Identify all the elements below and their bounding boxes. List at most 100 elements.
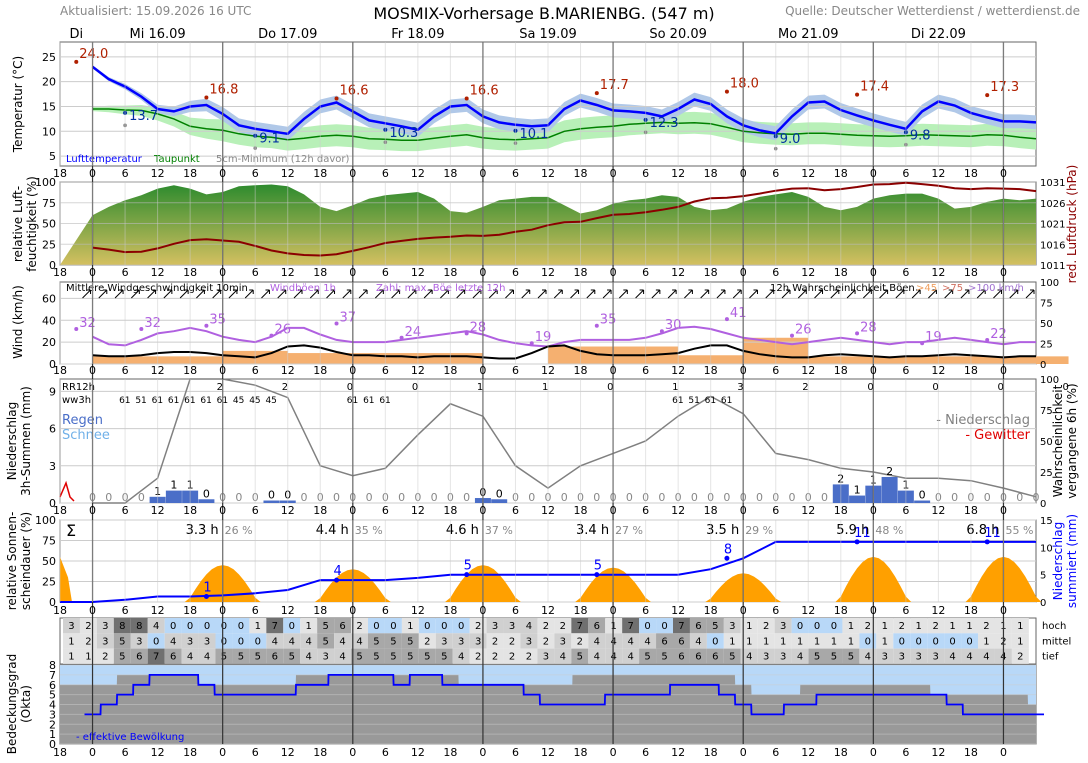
hour-tick-label: 18 [443, 364, 457, 377]
wind-direction-arrow [391, 289, 401, 299]
cloud-layer-value: 3 [882, 652, 888, 663]
cloud-layer-value: 2 [492, 636, 498, 647]
cloud-layer-value: 8 [136, 621, 142, 632]
cloud-layer-cell [384, 633, 402, 649]
hour-tick-label: 0 [1000, 504, 1007, 517]
hour-tick-label: 18 [443, 604, 457, 617]
mean-wind-line [92, 344, 1036, 360]
cloud-layer-value: 1 [68, 652, 74, 663]
y-tick-label: 7 [49, 669, 56, 682]
cloud-layer-value: 4 [526, 621, 532, 632]
wind-direction-arrow [423, 289, 433, 299]
ww3h-code: 61 [363, 396, 374, 406]
day-label: Mo 21.09 [778, 27, 839, 42]
cloud-layer-value: 3 [204, 636, 210, 647]
hour-tick-label: 0 [89, 266, 96, 279]
rr12h-value: 0 [347, 382, 353, 393]
cloud-layer-cell [961, 618, 978, 634]
y-axis-label: relative Luft- [11, 186, 25, 262]
cloud-layer-cell [198, 648, 216, 664]
cloud-layer-value: 6 [678, 636, 684, 647]
cloud-layer-cell [334, 633, 352, 649]
cloud-layer-value: 4 [644, 636, 650, 647]
wind-direction-arrow [635, 289, 645, 299]
precip-sum-point [984, 539, 990, 545]
cloud-layer-cell [588, 633, 606, 649]
cloud-layer-value: 4 [627, 636, 633, 647]
hour-tick-label: 6 [382, 167, 389, 180]
gust-max-point [790, 333, 794, 338]
min-label: 10.3 [389, 126, 418, 141]
hour-tick-label: 0 [740, 167, 747, 180]
max-label: 16.8 [209, 83, 238, 98]
hour-tick-label: 0 [1000, 167, 1007, 180]
cloud-layer-value: 5 [729, 652, 735, 663]
wind-direction-arrow [862, 289, 872, 299]
cloud-layer-value: 2 [932, 621, 938, 632]
y-tick-label: 6 [49, 423, 56, 436]
cloud-layer-value: 0 [390, 621, 396, 632]
wind-direction-arrow [309, 289, 319, 299]
cloud-layer-cell [774, 633, 792, 649]
cloud-layer-value: 2 [102, 652, 108, 663]
cloud-layer-value: 4 [272, 636, 278, 647]
precip-value-label: 0 [496, 487, 503, 500]
cloud-layer-value: 0 [238, 636, 244, 647]
hour-tick-label: 0 [1000, 364, 1007, 377]
cloud-layer-cell [774, 648, 792, 664]
hour-tick-label: 12 [931, 167, 945, 180]
hour-tick-label: 6 [382, 504, 389, 517]
cloud-layer-value: 0 [797, 621, 803, 632]
cloud-layer-value: 5 [390, 652, 396, 663]
cloud-layer-cell [520, 633, 538, 649]
max-label: 18.0 [730, 77, 759, 92]
max-point [464, 96, 469, 101]
wind-direction-arrow [244, 289, 254, 299]
cloud-layer-value: 6 [695, 621, 701, 632]
cloud-layer-value: 3 [543, 652, 549, 663]
cloud-layer-value: 5 [424, 652, 430, 663]
y-tick-label: 60 [42, 292, 56, 305]
cloud-layer-cell [283, 648, 301, 664]
cloud-layer-cell [893, 633, 911, 649]
hour-tick-label: 6 [512, 364, 519, 377]
gust-max-point [464, 331, 469, 336]
cloud-layer-value: 0 [712, 636, 718, 647]
cloud-layer-cell [96, 633, 114, 649]
pressure-line [92, 181, 1037, 257]
y-tick-label: 3 [49, 708, 56, 721]
cloud-layer-cell [944, 618, 962, 634]
effective-cloud-line [84, 674, 1044, 716]
max-point [594, 91, 599, 96]
y-tick-label: 15 [42, 100, 56, 113]
rr12h-value: 1 [477, 382, 483, 393]
hour-tick-label: 18 [443, 746, 457, 759]
cloud-layer-value: 1 [882, 621, 888, 632]
hour-tick-label: 0 [219, 746, 226, 759]
cloud-layer-cell [147, 618, 165, 634]
gust-max-label: 30 [665, 318, 682, 333]
cloud-layer-value: 1 [746, 636, 752, 647]
hour-tick-label: 18 [834, 504, 848, 517]
cloud-layer-cell [978, 618, 995, 634]
wind-direction-arrow [570, 289, 580, 299]
cloud-layer-cell [537, 648, 555, 664]
cloud-layer-cell [571, 618, 589, 634]
y-tick-label: 75 [42, 535, 56, 548]
cloud-layer-cell [673, 618, 690, 634]
precip-sum-label: 8 [724, 542, 732, 557]
gust-max-label: 32 [79, 316, 96, 331]
precip-sum-point [203, 594, 209, 600]
cloud-layer-cell [893, 648, 911, 664]
cloud-layer-value: 4 [746, 652, 752, 663]
cloud-layer-cell [961, 633, 978, 649]
cloud-layer-value: 4 [306, 652, 312, 663]
precip-sum-label: 5 [594, 559, 602, 574]
cloud-layer-value: 5 [831, 652, 837, 663]
cloud-layer-cell [825, 633, 843, 649]
hour-tick-label: 0 [479, 604, 486, 617]
precip-value-label: 0 [723, 491, 730, 504]
cloud-layer-value: 0 [204, 621, 210, 632]
cloud-layer-row-label: tief [1042, 652, 1059, 663]
hour-tick-label: 0 [89, 604, 96, 617]
